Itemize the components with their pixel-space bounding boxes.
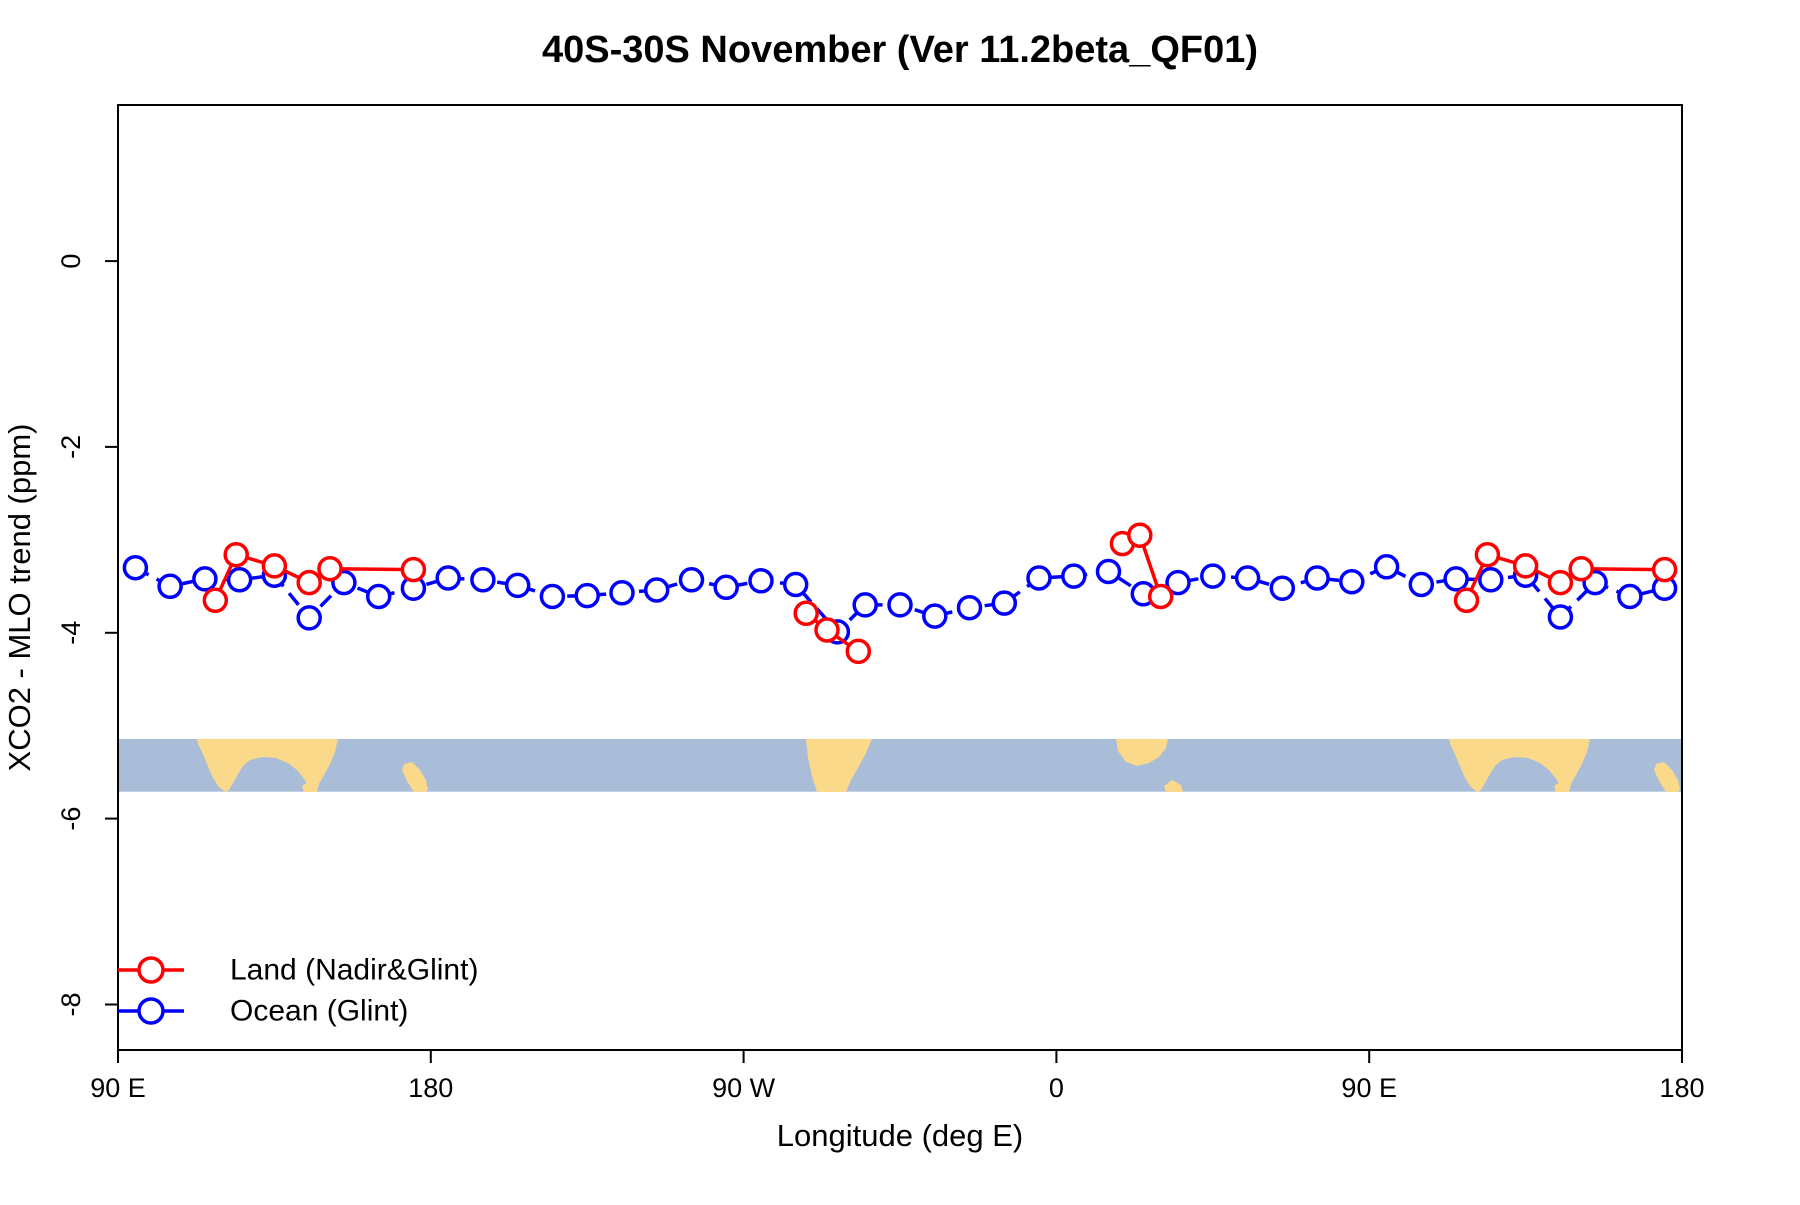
data-point-marker	[296, 569, 322, 596]
legend-marker-icon	[137, 997, 165, 1025]
y-tick-label: 0	[56, 254, 86, 269]
legend-label: Ocean (Glint)	[230, 995, 408, 1028]
data-point-marker	[1234, 565, 1261, 591]
chart-title: 40S-30S November (Ver 11.2beta_QF01)	[542, 29, 1258, 71]
x-tick-label: 180	[1659, 1073, 1704, 1103]
x-tick-label: 180	[408, 1073, 453, 1103]
data-point-marker	[122, 554, 149, 581]
data-point-marker	[1547, 604, 1574, 630]
y-tick-label: -2	[56, 435, 86, 459]
data-point-marker	[845, 638, 872, 665]
data-point-marker	[192, 566, 218, 592]
x-tick-label: 90 E	[90, 1073, 146, 1103]
map-land-shape	[1164, 780, 1183, 792]
data-point-marker	[1568, 555, 1594, 582]
legend-item: Ocean (Glint)	[118, 995, 408, 1028]
map-ocean	[119, 739, 1681, 792]
x-axis-title: Longitude (deg E)	[777, 1118, 1023, 1153]
x-axis: 90 E 180 90 W 0 90 E 180	[90, 1050, 1705, 1103]
map-land-shape	[197, 739, 338, 792]
data-point-marker	[1269, 575, 1296, 601]
data-point-marker	[922, 603, 948, 629]
x-tick-label: 0	[1049, 1073, 1064, 1103]
plot-border	[117, 104, 1683, 1051]
data-point-marker	[678, 567, 705, 593]
data-point-marker	[1026, 565, 1052, 591]
data-point-marker	[713, 574, 739, 601]
data-point-marker	[539, 583, 566, 610]
data-point-marker	[782, 571, 809, 598]
data-point-marker	[748, 568, 774, 594]
data-point-marker	[261, 553, 288, 579]
data-point-marker	[1512, 553, 1539, 579]
data-point-marker	[365, 583, 392, 610]
data-point-marker	[956, 594, 983, 621]
data-point-marker	[1547, 569, 1574, 596]
map-land-shape	[1654, 762, 1680, 792]
data-point-marker	[435, 565, 461, 591]
legend: Land (Nadir&Glint) Ocean (Glint)	[118, 954, 478, 1028]
data-point-marker	[643, 577, 670, 603]
data-point-marker	[852, 592, 878, 618]
data-point-marker	[1443, 566, 1469, 592]
data-point-marker	[1474, 541, 1501, 568]
map-land-shape	[1449, 739, 1590, 792]
map-land-shape	[1554, 780, 1571, 792]
data-point-marker	[1095, 558, 1122, 585]
data-point-marker	[1304, 565, 1330, 591]
data-point-marker	[504, 572, 531, 599]
y-tick-label: -8	[56, 992, 86, 1016]
y-axis: 0 -2 -4 -6 -8	[56, 254, 118, 1017]
data-point-marker	[609, 580, 635, 606]
data-point-marker	[1478, 567, 1504, 593]
data-point-marker	[1651, 556, 1678, 583]
x-tick-label: 90 W	[712, 1073, 776, 1103]
series-land	[202, 522, 1678, 665]
data-point-marker	[226, 567, 253, 593]
map-land-shape	[402, 762, 428, 792]
legend-label: Land (Nadir&Glint)	[230, 954, 478, 987]
data-point-marker	[317, 555, 343, 582]
data-point-marker	[400, 556, 427, 583]
data-point-marker	[1165, 569, 1191, 596]
data-point-marker	[1200, 563, 1226, 589]
data-point-marker	[1453, 587, 1480, 614]
data-point-marker	[1127, 522, 1153, 548]
data-point-marker	[1373, 554, 1400, 580]
map-land-shape	[806, 739, 872, 792]
map-land-shape	[1116, 739, 1168, 766]
map-land-shape	[302, 780, 319, 792]
data-point-marker	[157, 573, 183, 600]
data-point-marker	[574, 582, 600, 609]
y-tick-label: -4	[56, 621, 86, 645]
data-point-marker	[991, 590, 1018, 616]
data-point-marker	[793, 600, 819, 627]
data-point-marker	[814, 617, 840, 643]
data-point-marker	[1339, 568, 1365, 595]
data-point-marker	[296, 605, 322, 631]
legend-item: Land (Nadir&Glint)	[118, 954, 478, 987]
x-tick-label: 90 E	[1341, 1073, 1397, 1103]
data-point-marker	[1408, 571, 1435, 598]
y-axis-title: XCO2 - MLO trend (ppm)	[2, 424, 37, 772]
data-point-marker	[470, 567, 496, 593]
latitude-band-map-strip	[119, 739, 1681, 792]
legend-marker-icon	[137, 956, 165, 984]
data-point-marker	[1061, 563, 1087, 589]
data-point-marker	[223, 541, 249, 568]
data-point-marker	[887, 592, 913, 618]
data-point-marker	[1147, 583, 1174, 610]
data-point-marker	[202, 587, 229, 614]
y-tick-label: -6	[56, 807, 86, 831]
data-point-marker	[1617, 583, 1643, 610]
